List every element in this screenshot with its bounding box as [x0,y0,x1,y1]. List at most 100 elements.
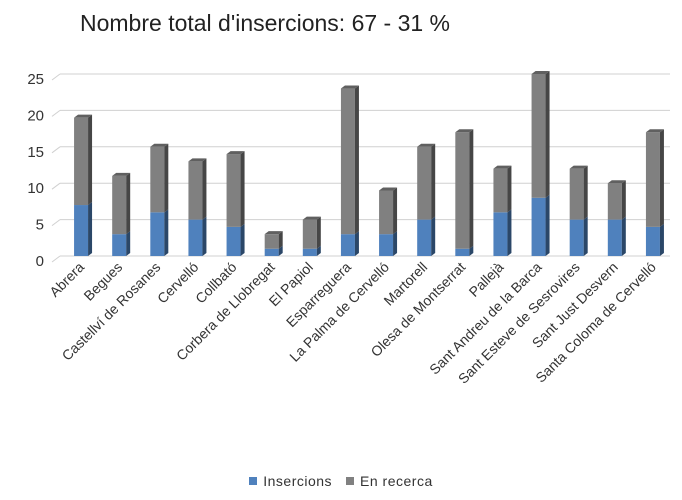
bar-front [455,132,470,249]
bar-side [583,216,588,256]
legend-item-insercions: Insercions [249,473,332,489]
bar-side [278,245,283,256]
bar-top [569,165,588,169]
bar-top [379,187,398,191]
bar-segment-en-recerca [226,151,245,227]
bar-front [264,234,279,249]
legend-label-en-recerca: En recerca [360,473,433,489]
bars [74,71,664,256]
bar-segment-en-recerca [455,129,474,249]
bar-segment-insercions [607,216,626,256]
bar-front [188,161,203,220]
bar-segment-en-recerca [607,180,626,220]
bar-top [264,231,283,235]
gridline-depth [51,219,61,227]
bar-segment-insercions [150,209,169,256]
chart-title: Nombre total d'insercions: 67 - 31 % [80,10,451,36]
legend-swatch-insercions [249,477,258,485]
bar-side [393,187,398,235]
bar-front [379,234,394,256]
bar-segment-insercions [531,194,550,256]
bar-side [126,231,131,256]
bar-front [531,197,546,256]
bar-front [74,117,89,206]
bar-segment-insercions [417,216,436,256]
bar-front [340,234,355,256]
bar-front [493,168,508,213]
bar-front [531,74,546,198]
bar-segment-en-recerca [112,172,131,235]
bar-segment-insercions [340,231,359,256]
bar-front [188,219,203,256]
gridline-depth [51,182,61,190]
bar-front [150,146,165,213]
bar-top [417,143,436,147]
bar-segment-insercions [455,245,474,256]
bar-side [507,209,512,256]
bar-front [645,226,660,256]
bar-top [74,114,93,118]
bar-side [202,216,207,256]
bar-segment-en-recerca [340,85,359,235]
bar-segment-insercions [493,209,512,256]
bar-front [112,234,127,256]
bar-side [659,223,664,256]
bar-segment-en-recerca [493,165,512,213]
gridline-depth [51,146,61,154]
bar-top [112,172,131,176]
bar-segment-en-recerca [74,114,93,206]
bar-side [88,202,93,256]
bar-front [226,154,241,227]
bar-side [469,129,474,249]
bar-front [417,146,432,220]
bar-segment-insercions [112,231,131,256]
bar-side [545,71,550,198]
bar-side [88,114,93,206]
bar-side [621,216,626,256]
bar-segment-en-recerca [264,231,283,249]
y-tick-label: 15 [27,144,44,161]
bar-front [417,219,432,256]
bar-front [493,212,508,256]
y-axis-ticks: 0 5 10 15 20 25 [27,71,44,270]
bar-side [583,165,588,220]
bar-segment-insercions [302,245,321,256]
bar-side [469,245,474,256]
legend: Insercions En recerca [0,473,682,489]
y-tick-label: 5 [36,217,44,234]
bar-side [202,158,207,220]
bar-side [316,216,321,249]
bar-segment-en-recerca [188,158,207,220]
bar-front [150,212,165,256]
bar-front [74,205,89,256]
y-tick-label: 20 [27,107,44,124]
bar-top [645,129,664,133]
bar-side [431,216,436,256]
bar-segment-insercions [569,216,588,256]
bar-front [340,88,355,235]
bar-top [455,129,474,133]
bar-front [455,248,470,256]
bar-side [240,223,245,256]
bar-segment-en-recerca [417,143,436,220]
bar-side [240,151,245,227]
bar-front [302,248,317,256]
gridline-depth [51,255,61,263]
y-tick-label: 10 [27,180,44,197]
bar-side [126,172,131,235]
bar-front [607,183,622,220]
legend-label-insercions: Insercions [263,473,333,489]
bar-side [507,165,512,213]
bar-top [188,158,207,162]
bar-segment-insercions [379,231,398,256]
bar-side [354,85,359,235]
gridline-depth [51,73,61,81]
bar-front [302,219,317,249]
bar-front [569,168,584,220]
bar-front [112,175,127,235]
bar-segment-insercions [226,223,245,256]
bar-top [493,165,512,169]
bar-side [621,180,626,220]
